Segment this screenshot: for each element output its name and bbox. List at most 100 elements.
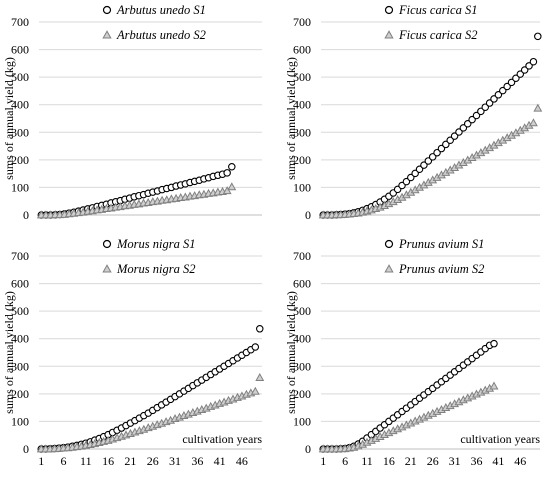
y-tick-label: 600: [11, 43, 29, 57]
x-tick-label: 46: [514, 454, 526, 468]
chart-panel-2: 0 100 200 300 400 500 600 700 sums of annual yie…: [284, 3, 543, 222]
data-point: [255, 372, 265, 381]
x-tick-label: 36: [191, 454, 203, 468]
y-tick-label: 300: [293, 125, 311, 139]
y-tick-label: 200: [11, 387, 29, 401]
y-tick-label: 400: [293, 98, 311, 112]
series-2: [36, 182, 237, 219]
x-tick-label: 1: [320, 454, 326, 468]
legend-label: Morus nigra S1: [116, 237, 195, 251]
chart-panel-1: 0 100 200 300 400 500 600 700 sums of annual yie…: [2, 3, 262, 222]
data-point: [228, 163, 236, 171]
y-tick-label: 0: [23, 208, 29, 222]
x-tick-label: 21: [405, 454, 417, 468]
data-point: [428, 153, 437, 161]
data-point: [256, 325, 264, 333]
x-tick-label: 41: [492, 454, 504, 468]
x-tick-label: 26: [147, 454, 159, 468]
data-point: [468, 115, 476, 124]
data-point: [250, 386, 260, 395]
x-tick-label: 11: [80, 454, 92, 468]
y-tick-label: 600: [11, 277, 29, 291]
data-point: [512, 74, 520, 82]
x-tick-label: 26: [427, 454, 439, 468]
data-point: [490, 95, 498, 103]
y-tick-label: 100: [293, 414, 311, 428]
data-point: [459, 124, 468, 132]
data-point: [463, 119, 472, 128]
y-tick-label: 600: [293, 277, 311, 291]
data-point: [442, 140, 450, 149]
y-tick-label: 500: [11, 70, 29, 84]
data-point: [251, 343, 260, 351]
data-point: [529, 57, 538, 66]
y-tick-label: 300: [293, 359, 311, 373]
y-tick-label: 500: [293, 304, 311, 318]
x-tick-label: 31: [449, 454, 461, 468]
series-2: [318, 103, 543, 219]
data-point: [507, 78, 516, 87]
y-tick-label: 500: [11, 304, 29, 318]
data-point: [450, 132, 459, 140]
series-2: [318, 381, 499, 453]
data-point: [481, 103, 489, 111]
data-point: [516, 70, 525, 78]
legend-label: Arbutus unedo S2: [116, 28, 206, 42]
data-point: [437, 144, 446, 153]
data-point: [533, 103, 543, 112]
data-point: [420, 161, 428, 169]
legend-marker: [384, 5, 394, 15]
y-tick-label: 300: [11, 125, 29, 139]
data-point: [534, 32, 542, 41]
legend-marker: [384, 239, 394, 249]
y-tick-label: 500: [293, 70, 311, 84]
y-tick-label: 0: [23, 442, 29, 456]
series-2: [36, 372, 265, 453]
y-axis-title: sums of annual yield (kg): [284, 57, 298, 180]
y-tick-label: 100: [293, 180, 311, 194]
legend-marker: [102, 239, 112, 249]
legend-label: Ficus carica S2: [398, 28, 477, 42]
x-tick-label: 31: [169, 454, 181, 468]
y-tick-label: 600: [293, 43, 311, 57]
data-point: [520, 66, 529, 74]
data-point: [485, 99, 494, 107]
data-point: [411, 169, 419, 178]
y-tick-label: 200: [293, 387, 311, 401]
y-axis-title: sums of annual yield (kg): [2, 291, 16, 414]
data-point: [424, 157, 433, 165]
legend-marker: [102, 5, 112, 15]
data-point: [503, 82, 511, 91]
legend-marker: [102, 30, 112, 39]
data-point: [227, 182, 237, 191]
series-1: [319, 32, 542, 219]
y-tick-label: 300: [11, 359, 29, 373]
legend-marker: [384, 264, 394, 273]
data-point: [223, 169, 231, 177]
x-tick-label: 36: [470, 454, 482, 468]
data-point: [489, 381, 499, 390]
series-1: [37, 163, 236, 219]
data-point: [494, 91, 503, 99]
x-tick-label: 6: [342, 454, 348, 468]
x-axis-title: cultivation years: [460, 432, 540, 446]
data-point: [499, 86, 507, 95]
y-tick-label: 700: [293, 15, 311, 29]
y-tick-label: 100: [11, 180, 29, 194]
x-tick-label: 41: [214, 454, 226, 468]
data-point: [222, 186, 232, 195]
x-tick-label: 21: [124, 454, 136, 468]
y-tick-label: 200: [11, 153, 29, 167]
data-point: [407, 173, 415, 182]
x-axis-title: cultivation years: [182, 432, 262, 446]
y-tick-label: 700: [293, 249, 311, 263]
y-tick-label: 0: [305, 208, 311, 222]
legend-label: Prunus avium S1: [398, 237, 484, 251]
data-point: [528, 118, 538, 127]
y-tick-label: 400: [11, 332, 29, 346]
legend-label: Ficus carica S1: [398, 3, 477, 17]
legend-label: Arbutus unedo S1: [116, 3, 206, 17]
y-axis-title: sums of annual yield (kg): [284, 291, 298, 414]
